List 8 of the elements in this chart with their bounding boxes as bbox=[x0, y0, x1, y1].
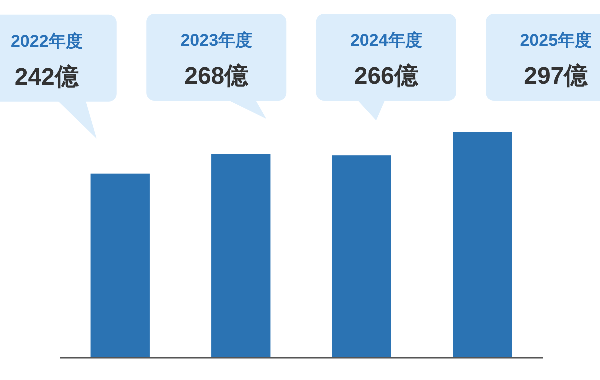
data-label: 242億 bbox=[14, 64, 80, 91]
x-tick-label: 2024年度 bbox=[350, 31, 422, 50]
data-label: 268億 bbox=[184, 63, 250, 90]
x-tick-label: 2025年度 bbox=[520, 31, 592, 50]
data-label: 266億 bbox=[354, 63, 420, 90]
data-label: 297億 bbox=[524, 63, 590, 90]
x-tick-label: 2022年度 bbox=[10, 32, 83, 51]
x-tick-label: 2023年度 bbox=[180, 31, 253, 50]
